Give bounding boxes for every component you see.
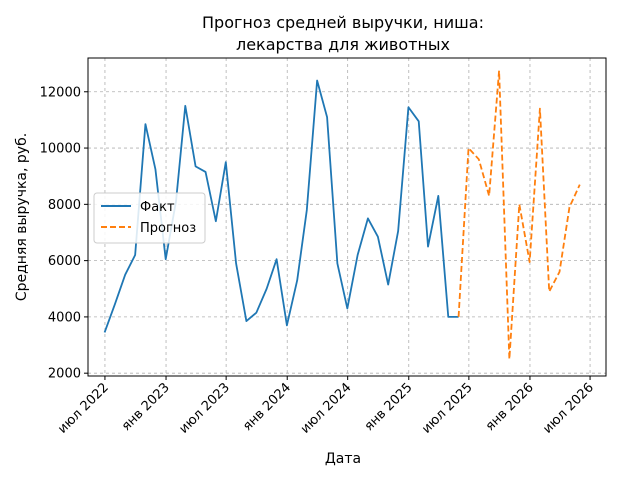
legend-label-fact: Факт — [140, 200, 175, 215]
x-tick-label: янв 2026 — [483, 380, 537, 434]
x-tick-label: июл 2025 — [419, 380, 476, 437]
y-tick-label: 6000 — [48, 254, 81, 269]
y-tick-label: 10000 — [40, 142, 81, 157]
x-tick-label: янв 2025 — [362, 380, 416, 434]
x-tick-label: июл 2026 — [540, 380, 597, 437]
x-tick-label: июл 2023 — [176, 380, 233, 437]
forecast-series-line — [457, 69, 581, 361]
y-tick-label: 4000 — [48, 310, 81, 325]
y-tick-label: 12000 — [40, 85, 81, 100]
y-tick-label: 2000 — [48, 367, 81, 382]
x-tick-label: июл 2024 — [298, 380, 355, 437]
y-axis-label: Средняя выручка, руб. — [14, 133, 30, 301]
x-tick-label: янв 2024 — [240, 380, 294, 434]
x-axis-label: Дата — [325, 451, 361, 467]
x-tick-label: июл 2022 — [55, 380, 112, 437]
legend: Факт Прогноз — [93, 192, 206, 244]
legend-label-forecast: Прогноз — [140, 221, 196, 236]
fact-series-line — [103, 79, 459, 333]
series-group — [103, 69, 581, 361]
chart-title-line-1: Прогноз средней выручки, ниша: — [202, 13, 484, 32]
plot-area-frame — [87, 57, 607, 377]
y-tick-label: 8000 — [48, 198, 81, 213]
x-tick-label: янв 2023 — [119, 380, 173, 434]
chart-title-line-2: лекарства для животных — [236, 35, 450, 54]
